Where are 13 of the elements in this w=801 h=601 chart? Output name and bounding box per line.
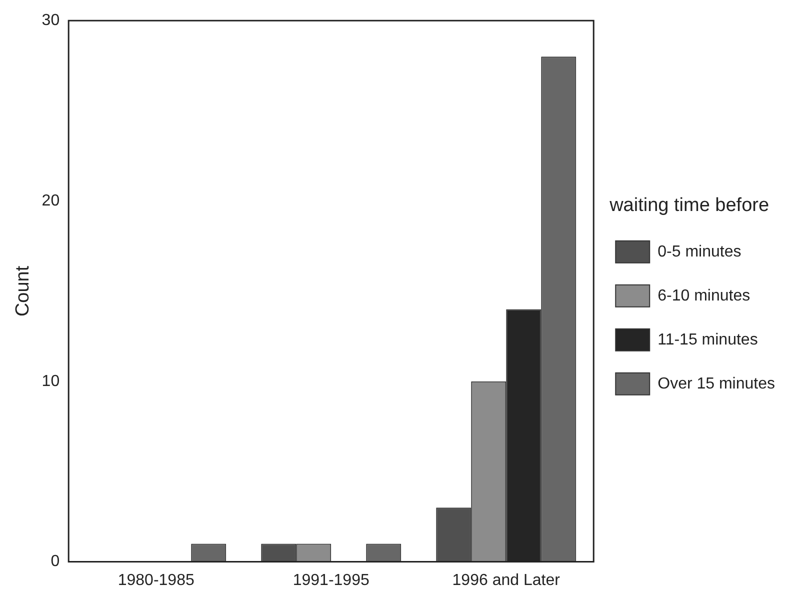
y-tick-label: 20 (42, 192, 60, 210)
x-tick-label: 1991-1995 (292, 572, 370, 589)
y-tick-label: 30 (42, 12, 60, 30)
x-tick-label: 1996 and Later (452, 572, 561, 589)
y-axis-title: Count (12, 265, 34, 317)
legend-label: 0-5 minutes (658, 243, 742, 260)
legend-title: waiting time before (608, 194, 770, 216)
legend-label: 6-10 minutes (658, 287, 750, 304)
legend-label: Over 15 minutes (658, 375, 776, 392)
legend-label: 11-15 minutes (658, 331, 758, 348)
y-tick-label: 0 (50, 553, 60, 570)
y-tick-label: 10 (42, 372, 60, 390)
x-tick-label: 1980-1985 (118, 572, 194, 589)
